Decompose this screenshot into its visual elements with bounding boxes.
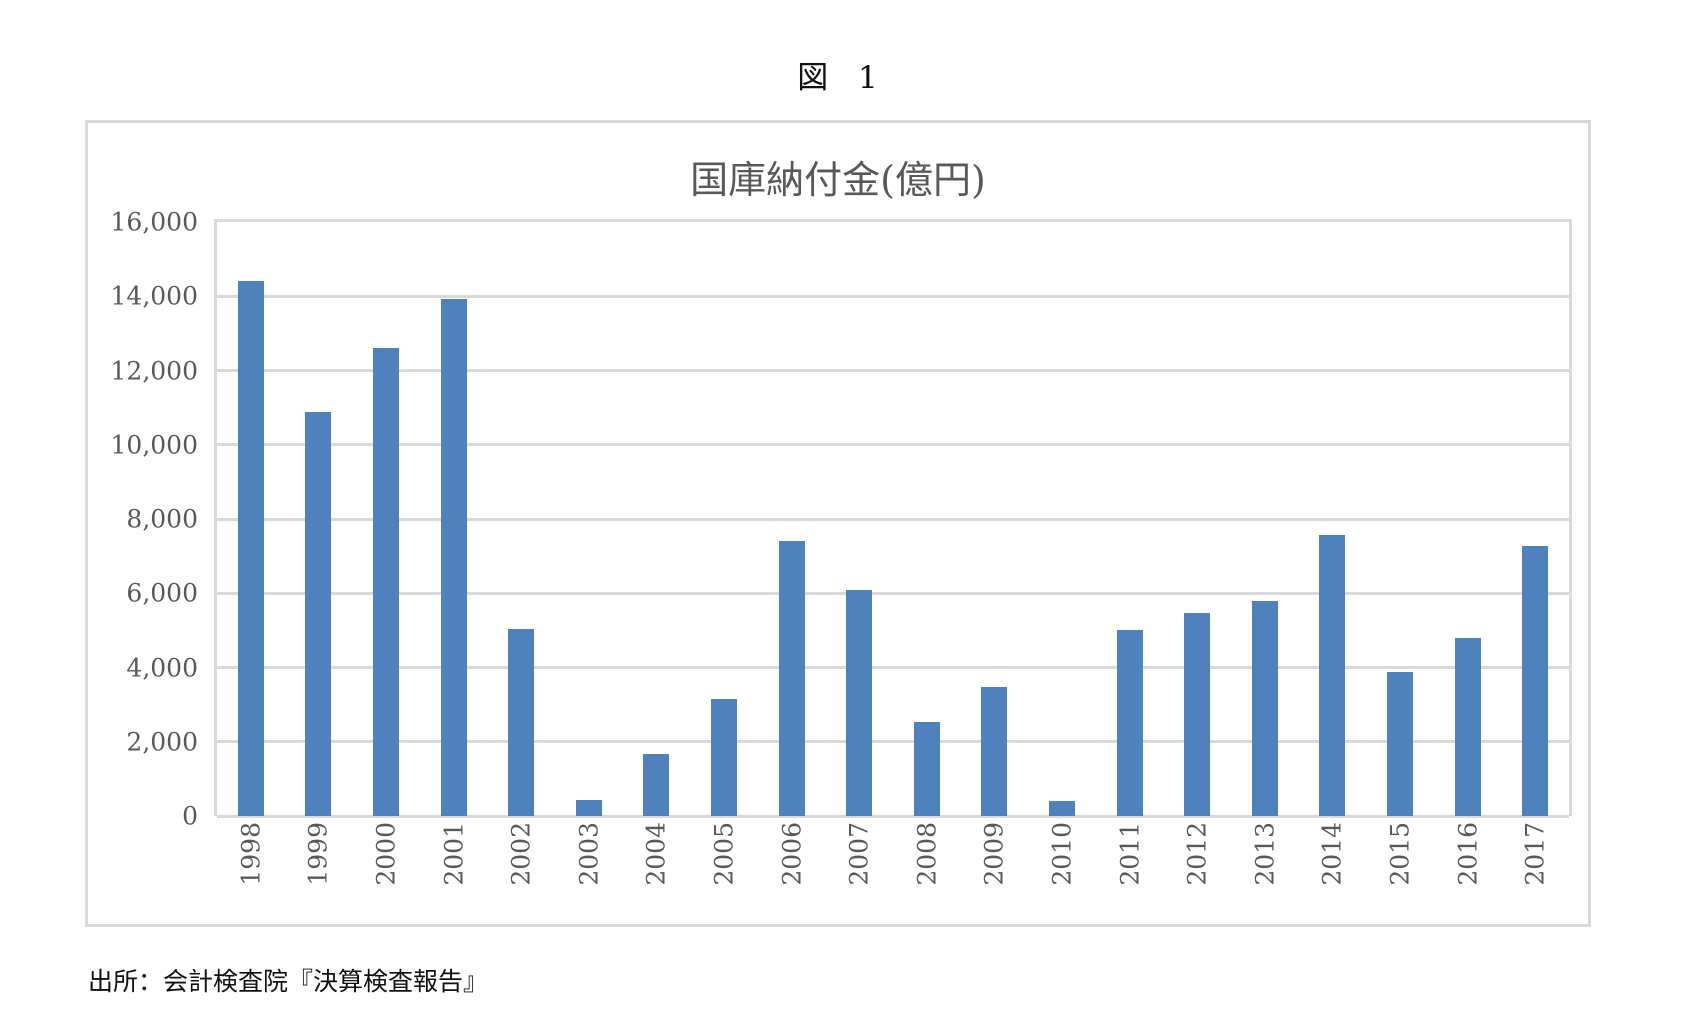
bar-2011: [1116, 629, 1143, 816]
bar-2008: [913, 722, 940, 816]
x-tick-label: 2016: [1453, 822, 1483, 886]
bar-2017: [1522, 546, 1549, 816]
x-tick-label: 2014: [1317, 822, 1347, 886]
bar-2000: [373, 347, 399, 816]
chart-title: 国庫納付金(億円): [690, 158, 986, 202]
bar-2016: [1454, 637, 1481, 816]
gridline: [217, 814, 1569, 818]
bar-2014: [1319, 534, 1346, 816]
bar-2015: [1387, 671, 1413, 816]
bar-1998: [237, 281, 264, 816]
x-tick-label: 2009: [979, 822, 1009, 886]
x-tick-label: 2006: [777, 822, 807, 886]
y-tick-label: 6,000: [126, 578, 198, 608]
gridline: [217, 294, 1569, 298]
gridline: [217, 740, 1569, 744]
bar-2001: [440, 298, 467, 816]
gridline: [217, 443, 1569, 447]
figure-label: 図 1: [797, 60, 888, 96]
y-tick-label: 10,000: [110, 430, 198, 460]
source-note: 出所：会計検査院『決算検査報告』: [88, 967, 489, 996]
bar-2002: [508, 628, 535, 816]
x-tick-label: 2010: [1047, 822, 1077, 886]
bar-2003: [575, 799, 602, 816]
x-tick-label: 2004: [641, 822, 671, 886]
bar-2005: [711, 699, 737, 816]
x-tick-label: 2013: [1250, 822, 1280, 886]
y-tick-label: 12,000: [110, 356, 198, 385]
x-tick-label: 2011: [1115, 822, 1145, 886]
x-tick-label: 2008: [912, 822, 942, 886]
bar-2007: [846, 590, 873, 816]
y-tick-label: 14,000: [110, 281, 198, 311]
bar-2009: [981, 687, 1008, 816]
gridline: [217, 517, 1569, 521]
x-tick-label: 2007: [844, 822, 874, 886]
y-tick-label: 0: [182, 801, 198, 831]
gridline: [217, 666, 1569, 669]
x-tick-label: 2012: [1182, 822, 1212, 886]
gridline: [217, 591, 1569, 595]
x-tick-label: 2003: [574, 822, 604, 886]
y-tick-label: 4,000: [126, 653, 198, 682]
gridline: [217, 369, 1569, 372]
x-tick-label: 2002: [506, 822, 536, 886]
bar-2012: [1184, 612, 1211, 816]
x-tick-label: 2017: [1520, 822, 1550, 886]
bar-2013: [1251, 601, 1278, 816]
x-tick-label: 2005: [709, 822, 739, 886]
x-tick-label: 2001: [439, 822, 469, 886]
y-tick-label: 16,000: [110, 207, 198, 237]
chart-frame: 国庫納付金(億円) 0 2,000 4,000 6,000 8,000 10,000 12,…: [85, 120, 1591, 927]
bar-2004: [643, 754, 670, 816]
bar-1999: [305, 412, 332, 816]
bar-2010: [1049, 800, 1075, 816]
y-tick-label: 8,000: [126, 504, 198, 534]
x-tick-label: 2015: [1385, 822, 1415, 886]
x-tick-label: 1999: [303, 822, 333, 886]
bar-2006: [778, 540, 805, 816]
y-tick-label: 2,000: [126, 727, 198, 757]
x-tick-label: 2000: [371, 822, 401, 886]
x-tick-label: 1998: [236, 822, 266, 886]
plot-area: 1998 1999 2000 2001 2002 2003 2004 2005 2006 2007…: [214, 219, 1572, 886]
